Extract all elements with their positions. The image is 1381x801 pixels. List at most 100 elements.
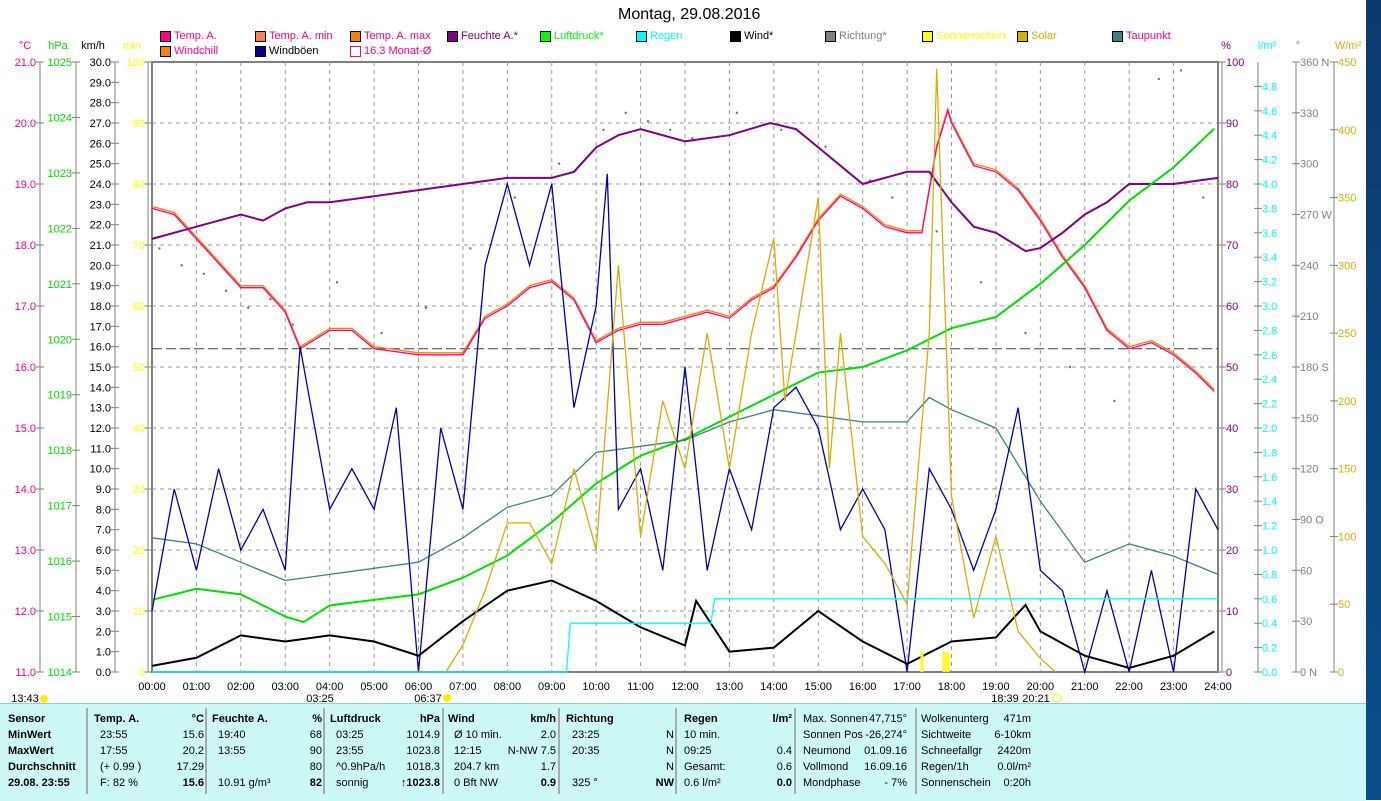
axis-tick-label-direction: 60 (1300, 565, 1312, 577)
axis-tick-label-rain: 1.6 (1262, 472, 1277, 484)
column-divider (442, 708, 444, 794)
table-cell: 10.91 g/m³ (218, 777, 271, 789)
axis-unit-temp: °C (19, 40, 31, 52)
axis-tick-label-rain: 0.6 (1262, 594, 1277, 606)
axis-tick-label-minutes: 30 (133, 484, 145, 496)
table-cell: 20:35 (572, 745, 600, 757)
axis-tick-label-pressure: 1018 (48, 445, 72, 457)
series-line-temp-max (151, 106, 1215, 390)
table-value: 15.6 (182, 777, 204, 789)
x-tick-label: 21:00 (1071, 681, 1099, 693)
axis-tick-label-pressure: 1020 (48, 334, 72, 346)
direction-point (513, 196, 516, 199)
axis-tick-label-pressure: 1017 (48, 501, 72, 513)
legend-swatch (636, 30, 647, 42)
table-cell: sonnig (336, 777, 369, 789)
direction-point (1157, 77, 1160, 81)
x-tick-label: 02:00 (227, 681, 255, 693)
axis-tick-label-minutes: 20 (133, 545, 145, 557)
table-value: 0.9 (540, 777, 556, 789)
axis-tick-label-temp: 18.0 (15, 240, 36, 252)
axis-tick-label-temp: 21.0 (15, 57, 36, 69)
legend-item: Feuchte A.* (447, 30, 518, 42)
axis-tick-label-direction: 240 (1300, 260, 1318, 272)
axis-tick-label-wind: 26.0 (90, 138, 111, 150)
column-header: Richtung (566, 713, 614, 725)
axis-tick-label-direction: 120 (1300, 464, 1318, 476)
direction-point (891, 196, 894, 199)
axis-tick-label-temp: 11.0 (15, 667, 36, 679)
table-cell: 0.6 l/m² (684, 777, 721, 789)
axis-tick-label-rain: 1.4 (1262, 496, 1277, 508)
axis-tick-label-solar: 250 (1338, 328, 1356, 340)
axis-tick-label-humidity: 10 (1226, 606, 1238, 618)
direction-point (269, 298, 272, 301)
axis-tick-label-humidity: 0 (1226, 667, 1232, 679)
table-value: 1018.3 (406, 761, 440, 773)
x-tick-label: 16:00 (849, 681, 877, 693)
direction-point (557, 162, 561, 165)
x-tick-label: 00:00 (138, 681, 166, 693)
column-unit: km/h (530, 713, 556, 725)
direction-point (668, 128, 672, 131)
x-tick-label: 23:00 (1160, 681, 1188, 693)
table-value: 82 (309, 777, 322, 789)
table-cell: 09:25 (684, 745, 712, 757)
column-header: Wind (448, 713, 475, 725)
legend-item: Solar (1017, 30, 1057, 42)
direction-point (1113, 399, 1116, 403)
axis-tick-label-rain: 4.0 (1262, 179, 1277, 191)
direction-point (1201, 196, 1205, 199)
axis-tick-label-rain: 1.0 (1262, 545, 1277, 557)
axis-tick-label-wind: 7.0 (96, 525, 111, 537)
axis-tick-label-solar: 0 (1338, 667, 1344, 679)
series-line-wind (151, 579, 1215, 669)
weather-chart: 00:00 01:00 02:00 03:00 04:00 05:00 06:00 07:00… (11, 40, 1361, 703)
direction-point (224, 289, 228, 292)
axis-tick-label-rain: 4.8 (1262, 81, 1277, 93)
table-value: ↑1023.8 (400, 777, 440, 789)
axis-tick-label-wind: 16.0 (90, 342, 111, 354)
legend-swatch (160, 30, 171, 42)
axis-tick-label-humidity: 40 (1226, 423, 1238, 435)
series-line-temp-a- (151, 108, 1215, 392)
axis-tick-label-wind: 20.0 (90, 260, 111, 272)
table-cell: 13:55 (218, 745, 246, 757)
x-tick-label: 04:00 (316, 681, 344, 693)
column-divider (323, 708, 325, 794)
axis-tick-label-direction: 0 N (1300, 667, 1317, 679)
table-value: 17.29 (176, 761, 204, 773)
column-divider (86, 708, 88, 794)
axis-tick-label-rain: 3.8 (1262, 203, 1277, 215)
axis-tick-label-direction: 30 (1300, 616, 1312, 628)
legend-swatch (255, 45, 266, 57)
legend-swatch (922, 30, 933, 42)
direction-point (180, 264, 183, 267)
legend-label: Temp. A. min (269, 30, 333, 42)
x-tick-label: 24:00 (1204, 681, 1232, 693)
sunrise-icon (443, 694, 451, 702)
table-value: 2.0 (540, 729, 556, 741)
series-line-windb-en (151, 173, 1219, 675)
time-mark-sunset_dir: 18:39 (991, 693, 1019, 703)
axis-tick-label-rain: 3.2 (1262, 277, 1277, 289)
misc-label: Schneefallgr (921, 745, 983, 757)
direction-point (202, 272, 206, 276)
axis-tick-label-solar: 150 (1338, 464, 1356, 476)
axis-tick-label-solar: 300 (1338, 260, 1356, 272)
axis-tick-label-wind: 14.0 (90, 382, 111, 394)
row-label: MaxWert (8, 745, 54, 757)
column-unit: % (312, 713, 322, 725)
sunset-icon (1052, 693, 1062, 703)
axis-tick-label-rain: 2.8 (1262, 325, 1277, 337)
axis-tick-label-temp: 13.0 (15, 545, 36, 557)
table-cell: 10 min. (684, 729, 721, 741)
axis-tick-label-rain: 2.6 (1262, 350, 1277, 362)
axis-tick-label-minutes: 50 (133, 362, 145, 374)
table-cell: 325 ° (572, 777, 598, 789)
x-tick-label: 20:00 (1027, 681, 1055, 693)
axis-tick-label-direction: 180 S (1300, 362, 1329, 374)
axis-tick-label-wind: 8.0 (96, 504, 111, 516)
table-cell: 23:55 (100, 729, 128, 741)
misc-label: Sichtweite (921, 729, 972, 741)
